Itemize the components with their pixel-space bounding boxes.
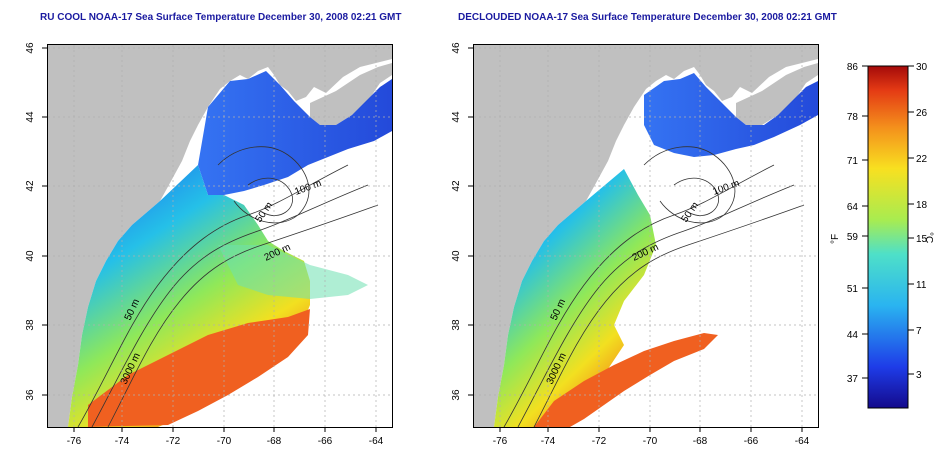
left-axes: -76 -74 -72 -70 -68 -66 -64 36 38 40 42 44 46 [25, 42, 384, 447]
temperature-colorbar [867, 65, 909, 409]
lat-tick-label: 46 [25, 42, 36, 54]
sst-warm-field [534, 333, 718, 427]
lat-tick-label: 42 [451, 180, 462, 192]
lat-tick-label: 38 [451, 319, 462, 331]
land-mass [48, 45, 392, 427]
lon-tick-label: -64 [369, 436, 384, 447]
raw-sst-map-canvas: 200 m 100 m 50 m 50 m 3000 m [48, 45, 392, 427]
lat-tick-label: 40 [25, 250, 36, 262]
celsius-label: °C [923, 232, 934, 243]
c-tick-label: 30 [916, 62, 928, 73]
sst-warm-field [88, 309, 310, 427]
lon-tick-label: -64 [795, 436, 810, 447]
f-tick-label: 44 [847, 330, 859, 341]
right-map-title: DECLOUDED NOAA-17 Sea Surface Temperatur… [458, 12, 837, 23]
c-tick-label: 22 [916, 154, 928, 165]
left-map-title: RU COOL NOAA-17 Sea Surface Temperature … [40, 12, 402, 23]
lon-tick-label: -76 [67, 436, 82, 447]
lat-tick-label: 36 [25, 389, 36, 401]
f-tick-label: 59 [847, 232, 859, 243]
sst-blue-field [644, 73, 818, 157]
land-nova-scotia [310, 63, 392, 125]
sst-blue-field [198, 71, 392, 195]
lat-tick-label: 36 [451, 389, 462, 401]
c-tick-label: 11 [916, 280, 927, 291]
bathymetry-contours [77, 146, 379, 427]
f-tick-label: 86 [847, 62, 859, 73]
lat-tick-label: 44 [451, 111, 462, 123]
fahrenheit-label: °F [830, 234, 841, 244]
f-tick-label: 71 [847, 156, 859, 167]
bathymetry-contours [503, 146, 805, 427]
lat-tick-label: 46 [451, 42, 462, 54]
lon-tick-label: -74 [541, 436, 556, 447]
c-tick-label: 26 [916, 108, 928, 119]
land-mass [474, 45, 818, 427]
declouded-sst-map: 200 m 100 m 50 m 50 m 3000 m [473, 44, 819, 428]
raw-sst-map: 200 m 100 m 50 m 50 m 3000 m [47, 44, 393, 428]
right-axes: -76 -74 -72 -70 -68 -66 -64 36 38 40 42 44 46 [451, 42, 810, 447]
c-tick-label: 18 [916, 200, 928, 211]
lat-tick-label: 44 [25, 111, 36, 123]
lon-tick-label: -68 [267, 436, 282, 447]
lat-tick-label: 40 [451, 250, 462, 262]
f-tick-label: 51 [847, 284, 859, 295]
lon-tick-label: -74 [115, 436, 130, 447]
declouded-sst-map-canvas: 200 m 100 m 50 m 50 m 3000 m [474, 45, 818, 427]
land-nova-scotia [736, 63, 818, 125]
lon-tick-label: -72 [166, 436, 181, 447]
lon-tick-label: -76 [493, 436, 508, 447]
f-tick-label: 78 [847, 112, 859, 123]
lon-tick-label: -66 [318, 436, 333, 447]
colorbar-ticks: 86 78 71 64 59 51 44 37 30 26 22 18 15 11 7 3 [847, 62, 928, 385]
lon-tick-label: -70 [217, 436, 232, 447]
f-tick-label: 37 [847, 374, 859, 385]
map-grid [474, 45, 818, 427]
lat-tick-label: 42 [25, 180, 36, 192]
lon-tick-label: -66 [744, 436, 759, 447]
lon-tick-label: -72 [592, 436, 607, 447]
lon-tick-label: -70 [643, 436, 658, 447]
sst-speckle-field [218, 245, 368, 299]
map-grid [48, 45, 392, 427]
f-tick-label: 64 [847, 202, 859, 213]
c-tick-label: 7 [916, 326, 922, 337]
c-tick-label: 3 [916, 370, 922, 381]
lat-tick-label: 38 [25, 319, 36, 331]
lon-tick-label: -68 [693, 436, 708, 447]
c-tick-label: 15 [916, 234, 928, 245]
